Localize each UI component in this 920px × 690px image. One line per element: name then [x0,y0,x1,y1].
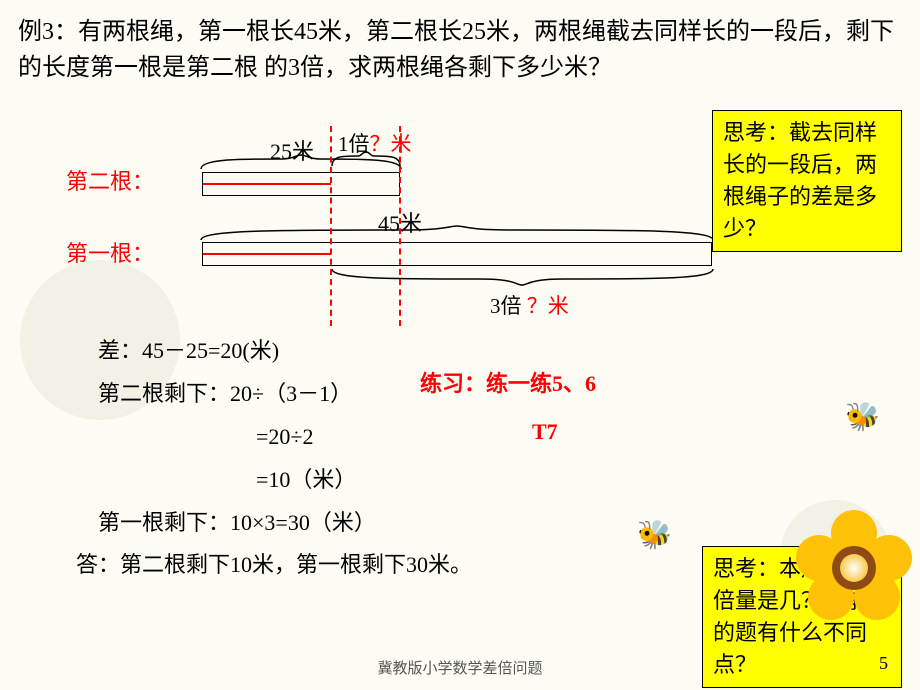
flower-decoration [794,510,914,630]
rope1-label: 第一根： [66,236,154,268]
calc-line-answer: 答：第二根剩下10米，第一根剩下30米。 [76,544,472,587]
one-unit-text: 1倍 [338,132,370,156]
footer-text: 冀教版小学数学差倍问题 [0,657,920,678]
practice-block: 练习：练一练5、6 T7 [420,360,596,457]
practice-line2: T7 [420,408,596,456]
calc-line-step2: =20÷2 [98,416,472,459]
rope1-cut-segment [203,253,331,255]
rope2-tape [202,172,400,196]
three-unit-label: 3倍 ？米 [490,290,569,320]
page-number: 5 [879,653,888,674]
dashed-line-2 [399,126,401,326]
dashed-line-1 [330,126,332,326]
bee-icon: 🐝 [845,400,880,434]
bee-icon: 🐝 [637,518,672,552]
rope2-label: 第二根： [66,164,154,196]
brace-3unit [330,267,715,287]
problem-text: 例3：有两根绳，第一根长45米，第二根长25米，两根绳截去同样长的一段后，剩下的… [18,14,898,86]
calc-line-rope2: 第二根剩下：20÷（3－1） [98,373,472,416]
length-25: 25米 [270,134,314,166]
calc-line-diff: 差：45－25=20(米) [98,330,472,373]
rope2-cut-segment [203,183,331,185]
one-unit-question: ？米 [370,132,412,156]
three-unit-text: 3倍 [490,294,522,318]
calculation-block: 差：45－25=20(米) 第二根剩下：20÷（3－1） =20÷2 =10（米… [98,330,472,587]
think-box-1: 思考：截去同样长的一段后，两根绳子的差是多少？ [712,110,902,252]
calc-line-rope1: 第一根剩下：10×3=30（米） [98,502,472,545]
rope1-tape [202,242,712,266]
calc-line-step3: =10（米） [98,459,472,502]
practice-line1: 练习：练一练5、6 [420,360,596,408]
brace-45 [199,224,715,242]
three-unit-question: ？米 [527,294,569,318]
